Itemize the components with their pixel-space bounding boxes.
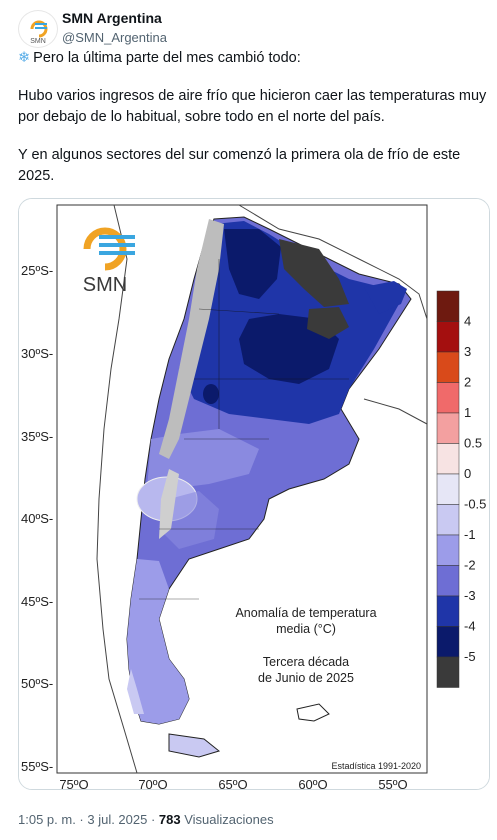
legend-swatch [436, 412, 460, 444]
legend-label: 0 [464, 466, 471, 481]
svg-text:SMN: SMN [30, 38, 46, 45]
andes-mountains [159, 219, 224, 459]
tweet-text: ❄ Pero la última parte del mes cambió tod… [18, 48, 488, 204]
stats-period: Estadística 1991-2020 [331, 761, 421, 771]
legend-swatch [436, 656, 460, 688]
tierra-del-fuego [168, 733, 221, 758]
legend-swatch [436, 351, 460, 383]
legend-label: -0.5 [464, 497, 486, 512]
map-title-line1: Anomalía de temperatura [235, 606, 376, 620]
neighbour-borders [238, 204, 428, 425]
color-legend: 4 3 2 1 0.5 0 -0.5 -1 -2 -3 -4 -5 [436, 290, 486, 688]
snowflake-icon: ❄ [18, 50, 31, 66]
lat-label: 30ºS- [21, 346, 53, 361]
legend-swatch [436, 565, 460, 597]
latitude-labels: 25ºS- 30ºS- 35ºS- 40ºS- 45ºS- 50ºS- 55ºS… [21, 263, 53, 774]
map-title-line2: media (°C) [276, 622, 336, 636]
legend-swatch [436, 626, 460, 658]
lon-label: 65ºO [218, 777, 247, 789]
view-count: 783 [158, 812, 181, 827]
lon-label: 60ºO [298, 777, 327, 789]
longitude-labels: 75ºO 70ºO 65ºO 60ºO 55ºO [59, 777, 407, 789]
lat-label: 25ºS- [21, 263, 53, 278]
account-name[interactable]: SMN Argentina [62, 10, 162, 26]
legend-label: -1 [464, 527, 476, 542]
legend-label: 0.5 [464, 436, 482, 451]
legend-label: 3 [464, 344, 471, 359]
lat-label: 40ºS- [21, 511, 53, 526]
legend-swatch [436, 504, 460, 536]
tweet-timestamp[interactable]: 1:05 p. m. · 3 jul. 2025 · [18, 812, 159, 827]
legend-label: 2 [464, 375, 471, 390]
province-borders [139, 259, 349, 600]
svg-text:SMN: SMN [83, 274, 127, 296]
lat-label: 45ºS- [21, 594, 53, 609]
tweet-media-map[interactable]: SMN 25ºS- 30ºS- 35ºS- 40ºS- 45ºS- 50ºS- … [18, 198, 490, 790]
anomaly-map: SMN 25ºS- 30ºS- 35ºS- 40ºS- 45ºS- 50ºS- … [19, 199, 489, 789]
tweet-header: SMN SMN Argentina @SMN_Argentina [18, 8, 488, 48]
lat-label: 35ºS- [21, 429, 53, 444]
views-label: Visualizaciones [180, 812, 274, 827]
smn-logo-icon: SMN [30, 20, 48, 45]
map-period-line2: de Junio de 2025 [258, 671, 354, 685]
account-avatar[interactable]: SMN [18, 10, 58, 48]
anomaly-minus5-cordoba [203, 384, 219, 404]
lon-label: 75ºO [59, 777, 88, 789]
legend-label: -3 [464, 588, 476, 603]
lon-label: 70ºO [138, 777, 167, 789]
legend-swatch [436, 473, 460, 505]
islas-malvinas [296, 703, 330, 722]
legend-swatch [436, 321, 460, 353]
chile-border [96, 204, 138, 774]
legend-swatch [436, 290, 460, 322]
anomaly-below-minus5-mesopotamia [307, 307, 349, 339]
map-period-line1: Tercera década [263, 655, 349, 669]
lat-label: 50ºS- [21, 676, 53, 691]
anomaly-below-minus5-ne [279, 239, 349, 307]
tweet-line-3: Y en algunos sectores del sur comenzó la… [18, 147, 461, 184]
legend-label: 1 [464, 405, 471, 420]
account-handle[interactable]: @SMN_Argentina [62, 30, 167, 45]
legend-swatch [436, 443, 460, 475]
legend-swatch [436, 382, 460, 414]
smn-map-logo: SMN [83, 227, 135, 296]
legend-swatch [436, 534, 460, 566]
anomaly-minus5-nw [224, 229, 281, 299]
legend-label: -2 [464, 558, 476, 573]
legend-label: -4 [464, 619, 476, 634]
anomaly-minus2-east [164, 491, 219, 549]
anomaly-minus2-south [127, 559, 189, 724]
andes-south [159, 469, 179, 539]
tweet-line-2: Hubo varios ingresos de aire frío que hi… [18, 88, 487, 125]
tweet-footer: 1:05 p. m. · 3 jul. 2025 · 783 Visualiza… [18, 812, 274, 827]
anomaly-minus4-ne [364, 281, 407, 314]
map-annotation: Anomalía de temperatura media (°C) Terce… [235, 606, 376, 685]
legend-label: 4 [464, 314, 471, 329]
legend-label: -5 [464, 649, 476, 664]
anomaly-minus1-south [127, 669, 144, 714]
lon-label: 55ºO [378, 777, 407, 789]
tweet-line-1: Pero la última parte del mes cambió todo… [33, 50, 301, 66]
legend-swatch [436, 595, 460, 627]
lat-label: 55ºS- [21, 759, 53, 774]
